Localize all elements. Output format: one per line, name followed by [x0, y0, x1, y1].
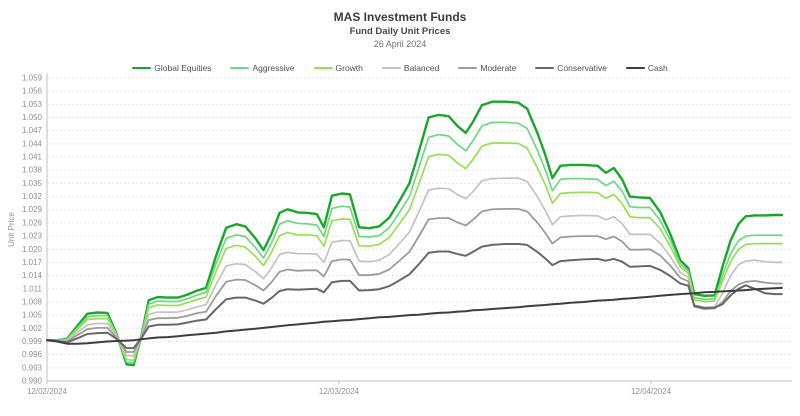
series-line-global-equities: [45, 100, 784, 367]
y-tick-label: 1.026: [22, 218, 43, 227]
chart-legend: Global Equities Aggressive Growth Balanced M…: [0, 62, 800, 74]
y-tick-label: 1.053: [22, 100, 43, 109]
legend-label: Moderate: [480, 63, 517, 73]
legend-item-conservative[interactable]: Conservative: [535, 63, 607, 73]
legend-swatch-aggressive: [230, 67, 250, 69]
legend-swatch-moderate: [458, 67, 478, 69]
series-line-balanced: [46, 177, 783, 357]
y-tick-label: 1.056: [22, 87, 43, 96]
y-tick-label: 1.011: [23, 284, 43, 293]
y-tick-label: 1.005: [22, 311, 43, 320]
y-axis-title: Unit Price: [7, 212, 16, 247]
series-line-moderate: [46, 207, 783, 353]
legend-swatch-cash: [625, 67, 645, 69]
chart-date: 26 April 2024: [373, 39, 427, 49]
legend-swatch-growth: [313, 67, 333, 69]
legend-label: Conservative: [557, 63, 607, 73]
legend-label: Global Equities: [154, 63, 212, 73]
y-tick-label: 1.023: [22, 232, 43, 241]
y-tick-label: 1.059: [22, 74, 43, 83]
series-line-aggressive: [46, 121, 783, 364]
y-tick-label: 0.990: [22, 377, 43, 386]
legend-item-global-equities[interactable]: Global Equities: [132, 63, 211, 73]
series-line-cash: [46, 286, 783, 345]
y-tick-label: 0.999: [22, 337, 43, 346]
legend-label: Growth: [335, 63, 363, 73]
y-tick-label: 0.996: [22, 350, 43, 359]
legend-item-cash[interactable]: Cash: [625, 63, 668, 73]
legend-item-aggressive[interactable]: Aggressive: [230, 63, 295, 73]
y-tick-label: 0.993: [22, 363, 43, 372]
y-tick-label: 1.038: [22, 166, 43, 175]
page-title: MAS Investment Funds: [333, 10, 467, 24]
y-tick-label: 1.014: [22, 271, 43, 280]
y-tick-label: 1.044: [22, 139, 43, 148]
y-tick-label: 1.008: [22, 297, 43, 306]
legend-label: Aggressive: [252, 63, 295, 73]
chart-subtitle: Fund Daily Unit Prices: [349, 26, 451, 37]
y-tick-label: 1.020: [22, 245, 43, 254]
y-tick-label: 1.047: [22, 126, 43, 135]
x-tick-label: 12/02/2024: [27, 387, 68, 396]
legend-item-balanced[interactable]: Balanced: [381, 63, 440, 73]
y-tick-label: 1.032: [22, 192, 43, 201]
y-tick-label: 1.041: [22, 153, 43, 162]
legend-swatch-balanced: [381, 67, 401, 69]
y-axis: 0.990 0.993 0.996 0.999 1.002 1.005 1.008 1.011…: [22, 74, 43, 386]
legend-item-growth[interactable]: Growth: [313, 63, 363, 73]
series-line-conservative: [46, 243, 783, 350]
y-tick-label: 1.017: [22, 258, 43, 267]
legend-item-moderate[interactable]: Moderate: [458, 63, 516, 73]
x-tick-label: 12/04/2024: [631, 387, 672, 396]
series-lines: [45, 100, 784, 367]
series-line-growth: [46, 142, 783, 362]
y-tick-label: 1.050: [22, 113, 43, 122]
chart-header: MAS Investment Funds Fund Daily Unit Pri…: [0, 10, 800, 50]
y-tick-label: 1.035: [22, 179, 43, 188]
legend-swatch-global-equities: [132, 67, 152, 69]
x-axis: 12/02/2024 12/03/2024 12/04/2024: [27, 381, 672, 396]
legend-swatch-conservative: [535, 67, 555, 69]
y-tick-label: 1.002: [22, 324, 43, 333]
x-tick-label: 12/03/2024: [319, 387, 360, 396]
y-tick-label: 1.029: [22, 205, 43, 214]
legend-label: Cash: [647, 63, 668, 73]
legend-label: Balanced: [403, 63, 440, 73]
